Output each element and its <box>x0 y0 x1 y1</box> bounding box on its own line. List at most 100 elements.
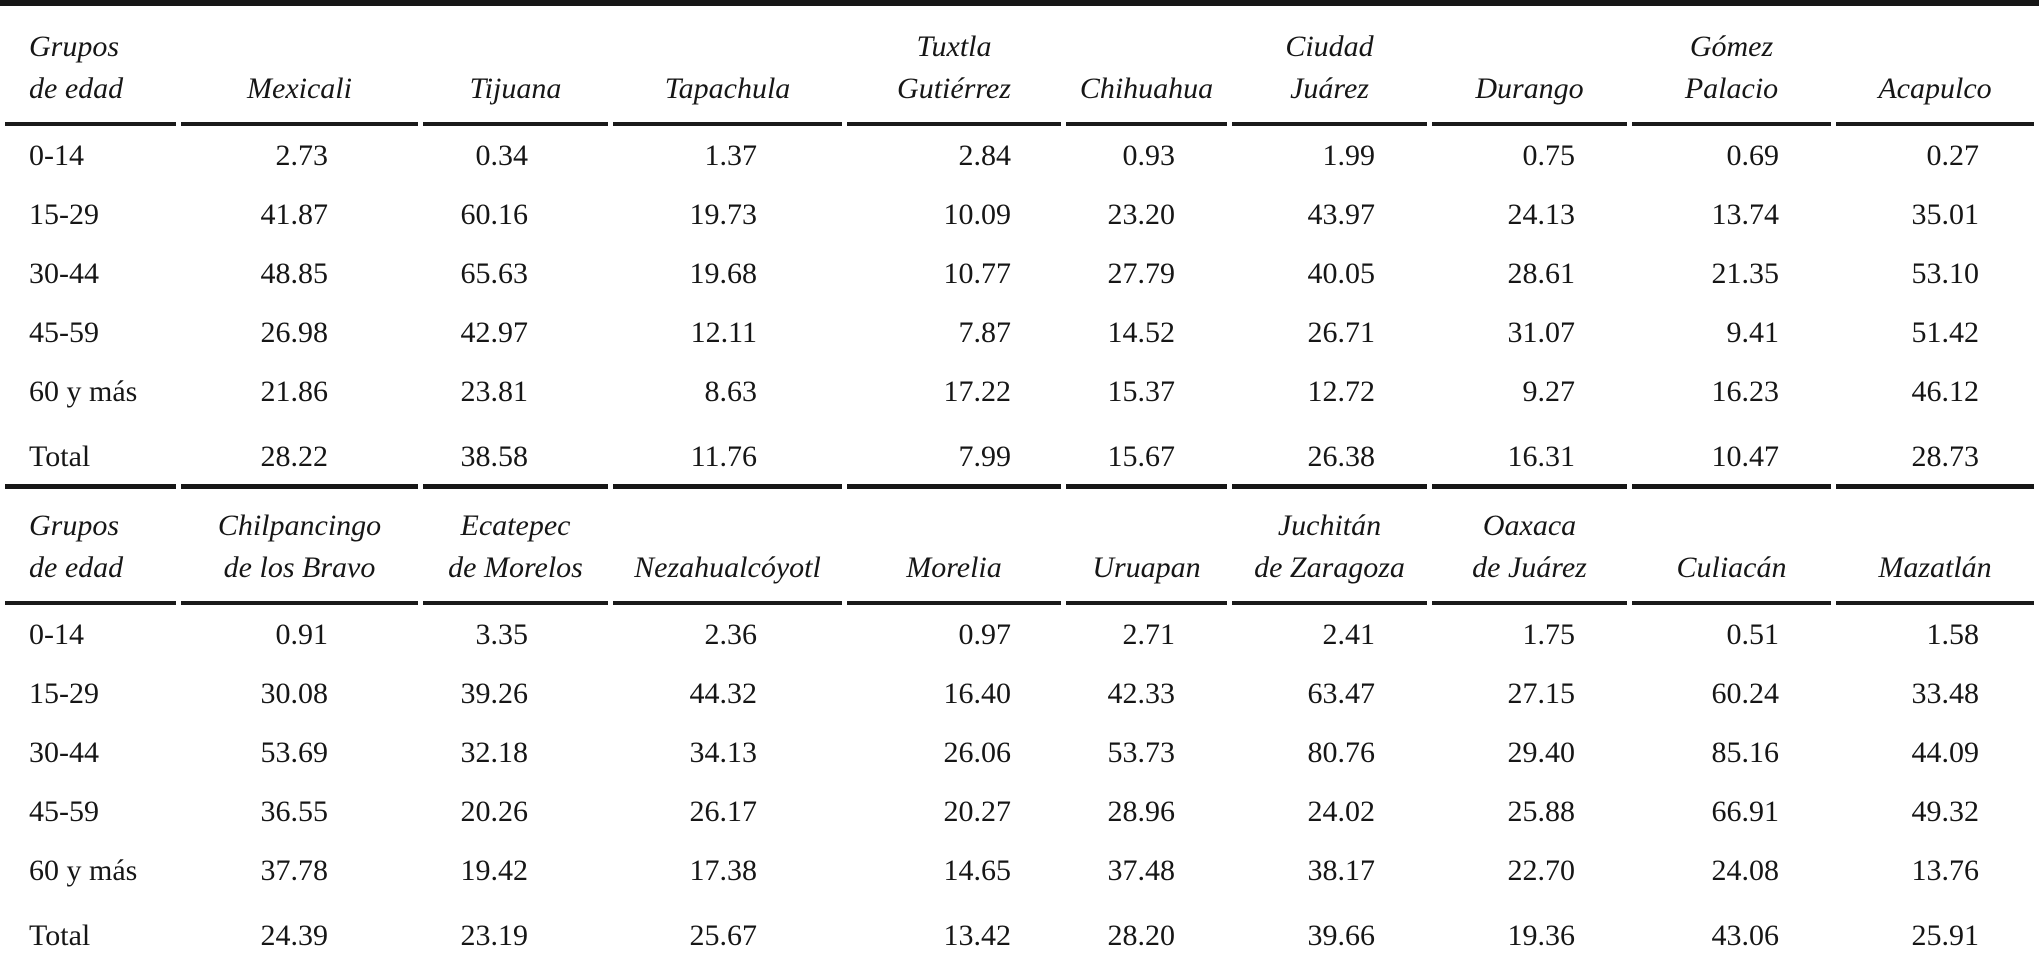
value-cell: 17.22 <box>943 374 1012 408</box>
city-column-header: Mexicali <box>181 6 418 126</box>
value-cell: 38.17 <box>1307 853 1376 887</box>
value-cell: 29.40 <box>1507 735 1576 769</box>
age-group-row-label: 60 y más <box>29 853 138 887</box>
value-cell: 16.31 <box>1507 439 1576 473</box>
value-cell: 7.87 <box>958 315 1012 349</box>
header-text-line: de edad <box>29 72 124 105</box>
value-cell: 63.47 <box>1307 676 1376 710</box>
value-cell: 32.18 <box>460 735 529 769</box>
value-cell: 26.71 <box>1307 315 1376 349</box>
value-cell: 53.10 <box>1911 256 1980 290</box>
value-cell: 14.52 <box>1107 315 1176 349</box>
value-cell: 1.99 <box>1322 138 1376 172</box>
value-cell: 19.73 <box>689 197 758 231</box>
value-cell: 39.26 <box>460 676 529 710</box>
city-column-header: Oaxaca de Juárez <box>1432 484 1627 605</box>
value-cell: 46.12 <box>1911 374 1980 408</box>
value-cell: 11.76 <box>690 439 757 473</box>
header-text-line: de los Bravo <box>223 551 376 584</box>
header-text-line: Tuxtla <box>916 30 992 63</box>
value-cell: 23.81 <box>460 374 529 408</box>
value-cell: 66.91 <box>1711 794 1780 828</box>
header-text-line: Uruapan <box>1092 551 1201 584</box>
table-row: Total 24.39 23.19 25.67 13.42 28.20 39.66 19.36… <box>5 900 2034 963</box>
header-row-panel-2: Grupos de edad Chilpancingo de los Bravo Eca… <box>5 484 2034 605</box>
value-cell: 2.73 <box>275 138 329 172</box>
value-cell: 33.48 <box>1911 676 1980 710</box>
table-row: Total 28.22 38.58 11.76 7.99 15.67 26.38 16.31 1… <box>5 421 2034 484</box>
value-cell: 26.06 <box>943 735 1012 769</box>
value-cell: 31.07 <box>1507 315 1576 349</box>
table-row: 60 y más 37.78 19.42 17.38 14.65 37.48 38.17 22… <box>5 841 2034 900</box>
value-cell: 0.91 <box>275 617 329 651</box>
value-cell: 26.17 <box>689 794 758 828</box>
value-cell: 27.79 <box>1107 256 1176 290</box>
value-cell: 16.40 <box>943 676 1012 710</box>
value-cell: 26.38 <box>1307 439 1376 473</box>
city-column-header: Acapulco <box>1836 6 2034 126</box>
header-text-line: Gutiérrez <box>897 72 1011 105</box>
value-cell: 44.09 <box>1911 735 1980 769</box>
header-text-line: de edad <box>29 551 124 584</box>
value-cell: 26.98 <box>260 315 329 349</box>
header-text-line: Ecatepec <box>460 509 571 542</box>
value-cell: 23.20 <box>1107 197 1176 231</box>
value-cell: 40.05 <box>1307 256 1376 290</box>
value-cell: 24.13 <box>1507 197 1576 231</box>
header-text-line: Acapulco <box>1878 72 1992 105</box>
age-group-row-label: 0-14 <box>29 138 84 172</box>
value-cell: 43.97 <box>1307 197 1376 231</box>
value-cell: 15.37 <box>1107 374 1176 408</box>
value-cell: 28.20 <box>1107 918 1176 952</box>
value-cell: 37.48 <box>1107 853 1176 887</box>
header-text-line: Tapachula <box>664 72 791 105</box>
value-cell: 44.32 <box>689 676 758 710</box>
value-cell: 53.69 <box>260 735 329 769</box>
table-row: 30-44 53.69 32.18 34.13 26.06 53.73 80.76 29.40… <box>5 723 2034 782</box>
value-cell: 19.42 <box>460 853 529 887</box>
city-column-header: Chihuahua <box>1066 6 1227 126</box>
value-cell: 48.85 <box>260 256 329 290</box>
age-group-row-label: 30-44 <box>29 735 99 769</box>
value-cell: 1.37 <box>704 138 758 172</box>
header-text-line: Grupos <box>29 30 120 63</box>
header-text-line: Palacio <box>1684 72 1779 105</box>
value-cell: 10.09 <box>943 197 1012 231</box>
value-cell: 0.69 <box>1726 138 1780 172</box>
city-column-header: Morelia <box>847 484 1061 605</box>
value-cell: 9.41 <box>1726 315 1780 349</box>
value-cell: 60.16 <box>460 197 529 231</box>
table-row: 0-14 0.91 3.35 2.36 0.97 2.71 2.41 1.75 0.51 1.58 <box>5 605 2034 664</box>
table-row: 60 y más 21.86 23.81 8.63 17.22 15.37 12.72 9.2… <box>5 362 2034 421</box>
value-cell: 1.58 <box>1926 617 1980 651</box>
value-cell: 13.42 <box>943 918 1012 952</box>
value-cell: 22.70 <box>1507 853 1576 887</box>
value-cell: 42.33 <box>1107 676 1176 710</box>
value-cell: 25.67 <box>689 918 758 952</box>
value-cell: 20.27 <box>943 794 1012 828</box>
header-text-line: Grupos <box>29 509 120 542</box>
header-text-line: Durango <box>1475 72 1584 105</box>
city-column-header: Tuxtla Gutiérrez <box>847 6 1061 126</box>
header-text-line: Nezahualcóyotl <box>634 551 821 584</box>
value-cell: 14.65 <box>943 853 1012 887</box>
value-cell: 19.36 <box>1507 918 1576 952</box>
table-row: 15-29 30.08 39.26 44.32 16.40 42.33 63.47 27.15… <box>5 664 2034 723</box>
value-cell: 0.51 <box>1726 617 1780 651</box>
city-column-header: Tijuana <box>423 6 608 126</box>
header-text-line: de Juárez <box>1472 551 1587 584</box>
value-cell: 34.13 <box>689 735 758 769</box>
value-cell: 65.63 <box>460 256 529 290</box>
header-text-line: de Morelos <box>448 551 583 584</box>
age-group-row-label: 45-59 <box>29 315 99 349</box>
value-cell: 42.97 <box>460 315 529 349</box>
header-text-line: Morelia <box>906 551 1002 584</box>
city-column-header: Durango <box>1432 6 1627 126</box>
value-cell: 28.61 <box>1507 256 1576 290</box>
value-cell: 7.99 <box>958 439 1012 473</box>
header-text-line: Chihuahua <box>1079 72 1214 105</box>
value-cell: 13.76 <box>1911 853 1980 887</box>
value-cell: 37.78 <box>260 853 329 887</box>
value-cell: 2.71 <box>1122 617 1176 651</box>
